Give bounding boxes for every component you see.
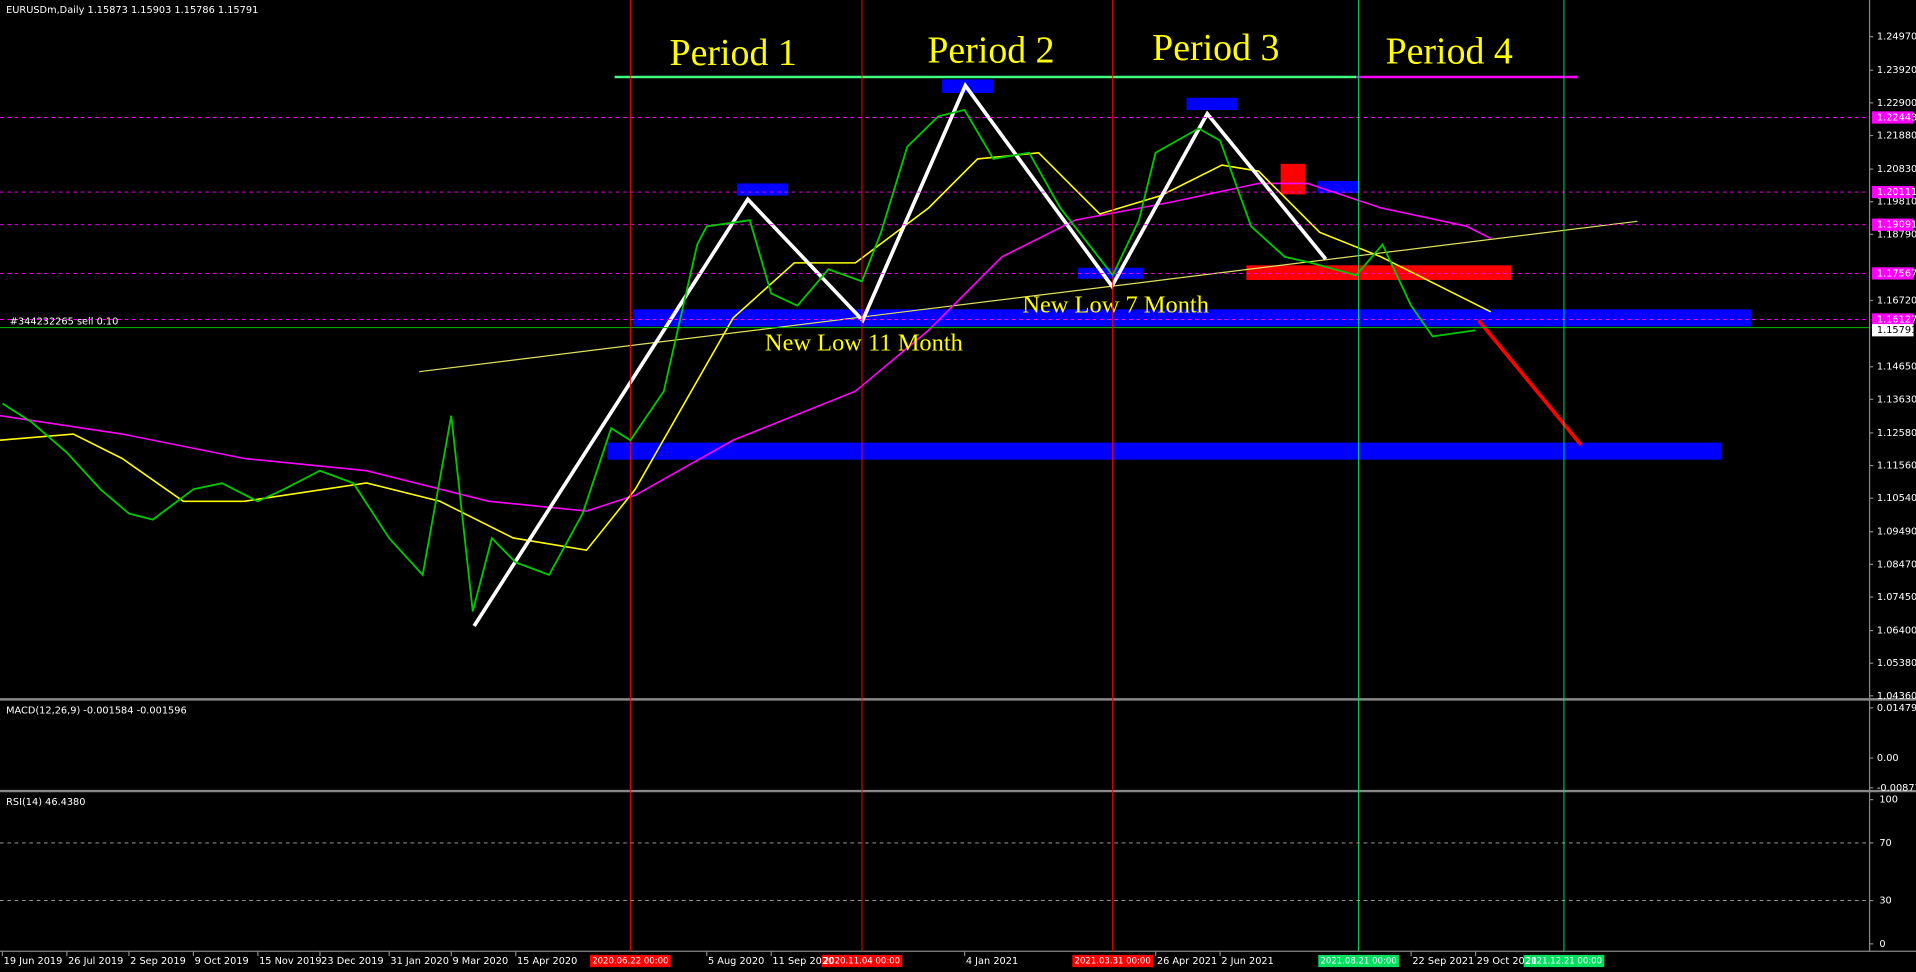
y-tick-label: 1.09490 <box>1877 527 1916 538</box>
period-label: Period 1 <box>670 32 797 74</box>
x-tick-label: 22 Sep 2021 <box>1412 956 1474 967</box>
x-tick-label: 4 Jan 2021 <box>966 956 1018 967</box>
y-tick-label: -0.008775 <box>1877 783 1916 794</box>
target-zone <box>607 442 1722 460</box>
y-tick-label: 1.16720 <box>1877 296 1916 307</box>
y-tick-label: 1.13630 <box>1877 394 1916 405</box>
x-tick-label: 2 Jun 2021 <box>1221 956 1274 967</box>
price-label-box <box>1872 111 1914 124</box>
y-tick-label: 100 <box>1879 795 1898 806</box>
price-label-box <box>1872 185 1914 199</box>
y-tick-label: 1.06400 <box>1877 626 1916 637</box>
resistance-block <box>1280 163 1306 195</box>
annotation: New Low 7 Month <box>1022 291 1209 318</box>
price-label-box <box>1872 313 1914 326</box>
trendline <box>419 220 1638 373</box>
x-tick-label: 26 Jul 2019 <box>68 956 123 967</box>
price-label: 1.15791 <box>1877 325 1916 336</box>
moving-average <box>0 182 1492 512</box>
y-tick-label: 1.21880 <box>1877 130 1916 141</box>
y-tick-label: 1.19810 <box>1877 197 1916 208</box>
period-label: Period 4 <box>1386 31 1513 73</box>
time-label-box <box>590 954 671 968</box>
x-tick-label: 2 Sep 2019 <box>130 956 186 967</box>
x-tick-label: 9 Oct 2019 <box>195 956 249 967</box>
time-label-box <box>1523 954 1605 968</box>
time-label: 2020.11.04 00:00 <box>824 956 900 966</box>
x-tick-label: 29 Oct 2021 <box>1477 956 1537 967</box>
order-label: #344232265 sell 0.10 <box>10 316 119 327</box>
resistance-zone <box>1246 265 1512 280</box>
annotation: New Low 11 Month <box>765 329 963 356</box>
time-label-box <box>1072 954 1153 968</box>
y-tick-label: 1.10540 <box>1877 493 1916 504</box>
y-tick-label: 30 <box>1879 896 1891 907</box>
y-tick-label: 0.014792 <box>1877 703 1916 714</box>
price-label: 1.22443 <box>1877 112 1916 123</box>
price-label: 1.19091 <box>1877 220 1916 231</box>
y-tick-label: 1.12580 <box>1877 428 1916 439</box>
peak-block <box>1317 180 1361 194</box>
y-tick-label: 0.00 <box>1877 753 1899 764</box>
chart-title: EURUSDm,Daily 1.15873 1.15903 1.15786 1.… <box>6 5 258 16</box>
x-tick-label: 26 Apr 2021 <box>1157 956 1217 967</box>
y-tick-label: 1.08470 <box>1877 559 1916 570</box>
price-label: 1.16127 <box>1877 314 1916 325</box>
x-tick-label: 5 Aug 2020 <box>708 956 764 967</box>
y-tick-label: 1.24970 <box>1877 32 1916 43</box>
x-tick-label: 15 Apr 2020 <box>517 956 577 967</box>
period-label: Period 3 <box>1152 27 1279 69</box>
moving-average <box>0 152 1492 552</box>
y-tick-label: 1.14650 <box>1877 362 1916 373</box>
period-label: Period 2 <box>927 29 1054 71</box>
time-label-box <box>821 954 903 968</box>
y-tick-label: 1.22900 <box>1877 98 1916 109</box>
x-tick-label: 11 Sep 2020 <box>772 956 834 967</box>
y-tick-label: 1.20830 <box>1877 164 1916 175</box>
y-tick-label: 70 <box>1879 838 1891 849</box>
time-label: 2020.06.22 00:00 <box>592 956 668 966</box>
price-line <box>1 108 1476 612</box>
y-tick-label: 1.05380 <box>1877 658 1916 669</box>
price-label: 1.20111 <box>1877 187 1916 198</box>
y-tick-label: 1.23920 <box>1877 65 1916 76</box>
y-tick-label: 1.11560 <box>1877 461 1916 472</box>
peak-block <box>1186 97 1238 111</box>
x-tick-label: 31 Jan 2020 <box>390 956 449 967</box>
support-zone <box>632 309 1752 327</box>
price-label-box <box>1872 218 1914 231</box>
price-label: 1.17567 <box>1877 268 1916 279</box>
x-tick-label: 9 Mar 2020 <box>452 956 508 967</box>
y-tick-label: 1.07450 <box>1877 592 1916 603</box>
pane-title: MACD(12,26,9) -0.001584 -0.001596 <box>6 705 187 716</box>
x-tick-label: 23 Dec 2019 <box>321 956 383 967</box>
y-tick-label: 1.18790 <box>1877 229 1916 240</box>
price-label-box <box>1872 324 1914 337</box>
price-label-box <box>1872 267 1914 280</box>
pane-title: RSI(14) 46.4380 <box>6 797 85 808</box>
peak-block <box>736 183 789 196</box>
zigzag <box>472 81 1328 627</box>
y-tick-label: 0 <box>1879 939 1885 950</box>
time-label: 2021.12.21 00:00 <box>1526 956 1602 966</box>
time-label: 2021.08.21 00:00 <box>1320 956 1396 966</box>
x-tick-label: 15 Nov 2019 <box>259 956 322 967</box>
time-label: 2021.03.31 00:00 <box>1075 956 1151 966</box>
time-label-box <box>1318 954 1399 968</box>
x-tick-label: 19 Jun 2019 <box>4 956 63 967</box>
y-tick-label: 1.04360 <box>1877 691 1916 702</box>
